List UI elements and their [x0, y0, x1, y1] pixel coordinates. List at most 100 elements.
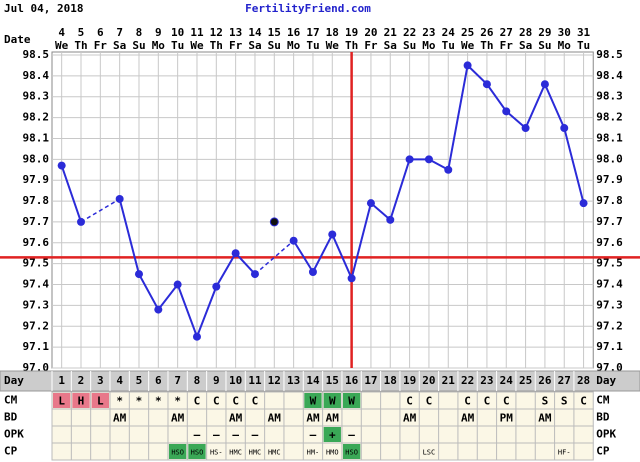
y-tick-label: 97.4: [23, 278, 50, 291]
cell-text: HSO: [171, 449, 184, 457]
date-label: 10: [171, 26, 184, 39]
date-label: 12: [210, 26, 223, 39]
temp-point: [231, 249, 240, 258]
day-number: 4: [116, 374, 123, 387]
cell-text: HS-: [210, 449, 223, 457]
temp-point: [347, 274, 356, 283]
temp-point: [540, 80, 549, 89]
weekday-label: Th: [210, 39, 223, 52]
cell-text: C: [426, 395, 433, 408]
cell-text: AM: [268, 412, 282, 425]
temp-line: [60, 165, 82, 223]
day-number: 24: [500, 374, 514, 387]
cell-highlight: [72, 393, 90, 408]
cell-text: PM: [500, 412, 514, 425]
day-number: 23: [480, 374, 493, 387]
cell-text: AM: [403, 412, 417, 425]
y-tick-label: 97.2: [23, 319, 50, 332]
cell-text: –: [232, 429, 239, 442]
temp-point: [405, 155, 414, 164]
row-label-right: CM: [596, 394, 610, 407]
weekday-label: Su: [538, 39, 551, 52]
temp-point: [579, 199, 588, 208]
row-label-right: BD: [596, 411, 610, 424]
y-tick-label-right: 97.7: [596, 215, 623, 228]
y-tick-label-right: 98.5: [596, 48, 623, 61]
plot-area: [51, 51, 594, 369]
cell-text: HMC: [268, 449, 281, 457]
y-tick-label: 97.6: [23, 236, 50, 249]
cell-text: AM: [461, 412, 475, 425]
cell-highlight: [304, 393, 322, 408]
date-label: 25: [461, 26, 474, 39]
day-number: 17: [364, 374, 377, 387]
day-number: 14: [306, 374, 320, 387]
temp-point: [57, 161, 66, 170]
cell-highlight: [342, 444, 361, 459]
cell-text: AM: [171, 412, 185, 425]
cell-text: *: [174, 395, 181, 408]
day-number: 19: [403, 374, 416, 387]
day-number: 25: [519, 374, 532, 387]
weekday-label: Sa: [384, 39, 397, 52]
temp-point: [386, 215, 395, 224]
y-tick-label: 97.8: [23, 194, 50, 207]
y-tick-label-right: 97.5: [596, 257, 623, 270]
y-tick-label-right: 97.2: [596, 319, 623, 332]
date-label: 20: [364, 26, 377, 39]
temp-point: [134, 270, 143, 279]
cell-text: HM-: [307, 449, 320, 457]
date-label: 19: [345, 26, 358, 39]
temp-point: [366, 199, 375, 208]
weekday-label: Tu: [577, 39, 590, 52]
day-row-bg: [0, 370, 640, 392]
cell-text: *: [136, 395, 143, 408]
weekday-label: Th: [345, 39, 358, 52]
temp-point: [521, 124, 530, 133]
cell-text: L: [58, 395, 65, 408]
day-label: Day: [4, 374, 24, 387]
y-tick-label: 97.1: [23, 340, 50, 353]
weekday-label: Su: [132, 39, 145, 52]
cell-text: AM: [113, 412, 127, 425]
day-number: 18: [384, 374, 397, 387]
y-tick-label: 98.4: [23, 69, 50, 82]
temp-point: [154, 305, 163, 314]
cell-text: AM: [326, 412, 340, 425]
temp-point: [560, 124, 569, 133]
gap-connector: [80, 198, 121, 223]
weekday-label: We: [326, 39, 340, 52]
y-tick-label-right: 97.4: [596, 278, 623, 291]
cell-text: C: [580, 395, 587, 408]
weekday-label: Tu: [306, 39, 319, 52]
y-tick-label-right: 98.3: [596, 90, 623, 103]
date-label: Date: [4, 33, 31, 46]
cell-text: S: [542, 395, 549, 408]
temp-point: [212, 282, 221, 291]
row-label: CM: [4, 394, 18, 407]
cell-text: AM: [306, 412, 320, 425]
y-tick-label-right: 98.0: [596, 152, 623, 165]
y-tick-label: 98.1: [23, 131, 50, 144]
day-number: 20: [422, 374, 435, 387]
row-label: BD: [4, 411, 18, 424]
day-number: 11: [248, 374, 262, 387]
cell-text: W: [348, 395, 355, 408]
day-number: 13: [287, 374, 300, 387]
temp-point: [463, 61, 472, 70]
gap-connector: [254, 240, 295, 275]
cell-text: –: [348, 429, 355, 442]
y-tick-label-right: 98.1: [596, 131, 623, 144]
weekday-label: Tu: [171, 39, 184, 52]
cell-highlight: [342, 393, 361, 408]
date-label: 9: [155, 26, 162, 39]
temp-point: [482, 80, 491, 89]
day-number: 3: [97, 374, 104, 387]
y-tick-label: 98.5: [23, 48, 50, 61]
cell-highlight: [53, 393, 71, 408]
y-tick-label: 98.2: [23, 111, 50, 124]
day-number: 22: [461, 374, 474, 387]
date-label: 8: [136, 26, 143, 39]
weekday-label: We: [190, 39, 204, 52]
weekday-label: Su: [268, 39, 281, 52]
